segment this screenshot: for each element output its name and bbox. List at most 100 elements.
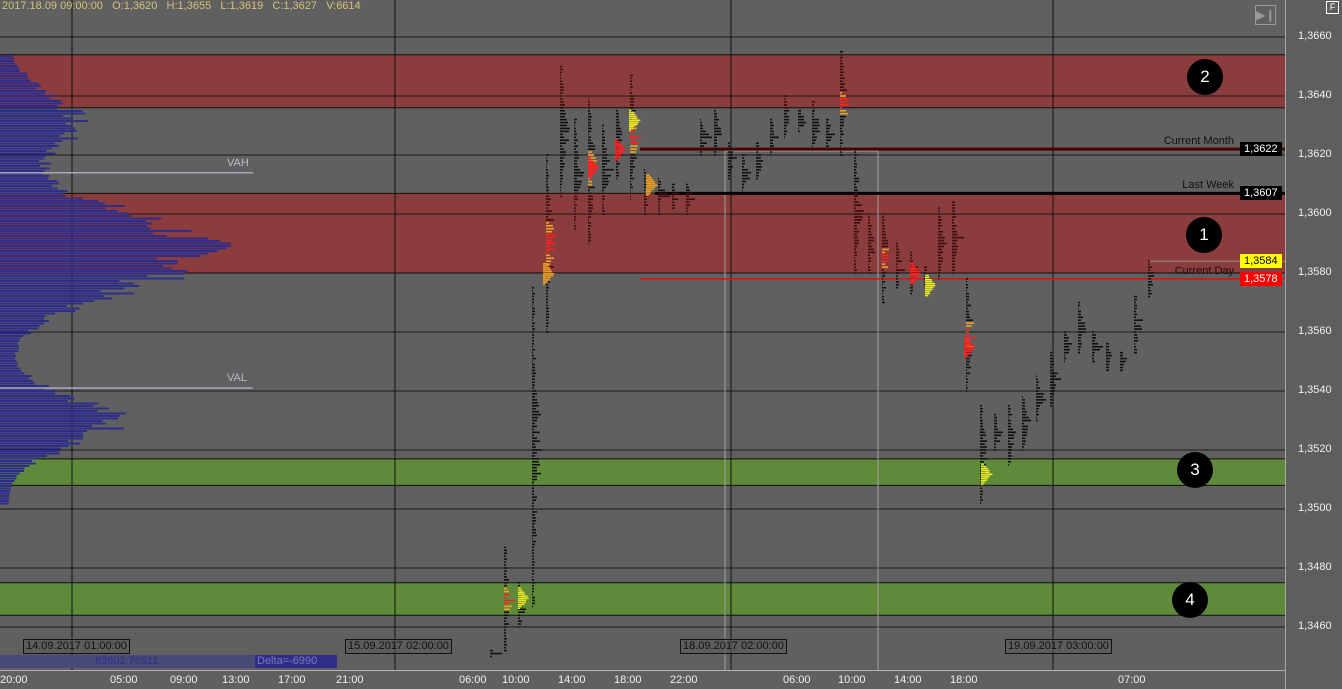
value-cluster — [925, 282, 935, 285]
tpo-column — [672, 183, 679, 209]
tpo-row — [966, 322, 974, 324]
tpo-row — [910, 257, 912, 260]
tpo-row — [560, 74, 561, 77]
volume-profile-bar — [0, 477, 17, 480]
tpo-row — [574, 124, 575, 127]
tpo-row — [616, 127, 621, 130]
tpo-row — [630, 139, 636, 142]
volume-profile-bar — [0, 427, 124, 430]
tpo-row — [1064, 354, 1065, 357]
tpo-row — [546, 210, 552, 212]
tpo-row — [532, 331, 534, 333]
tpo-row — [588, 124, 591, 127]
tpo-row — [840, 154, 843, 156]
tpo-row — [882, 239, 888, 242]
tpo-row — [630, 83, 632, 85]
tpo-row — [1134, 295, 1137, 298]
tpo-row — [868, 254, 870, 257]
f-button[interactable]: F — [1326, 1, 1339, 14]
tpo-column — [798, 109, 806, 133]
tpo-row — [938, 236, 945, 239]
tpo-row — [532, 461, 539, 463]
volume-profile-bar — [0, 370, 22, 372]
volume-profile-bar — [0, 72, 27, 75]
value-cluster — [588, 172, 596, 175]
volume-profile-bar — [0, 297, 113, 300]
tpo-row — [1078, 334, 1082, 336]
tpo-row — [742, 166, 744, 168]
tpo-row — [630, 92, 632, 94]
tpo-row — [588, 115, 592, 118]
tpo-row — [868, 263, 869, 265]
tpo-row — [546, 216, 548, 218]
volume-profile-bar — [0, 400, 68, 402]
tpo-row — [980, 472, 986, 475]
tpo-row — [784, 133, 786, 136]
volume-profile-bar — [0, 142, 55, 145]
tpo-row — [532, 564, 534, 566]
tpo-row — [602, 139, 605, 142]
tpo-row — [966, 295, 969, 298]
tpo-row — [518, 611, 525, 614]
tpo-row — [532, 402, 538, 404]
tpo-row — [602, 174, 611, 177]
tpo-row — [966, 357, 970, 360]
tpo-row — [560, 118, 567, 121]
tpo-row — [1008, 404, 1010, 407]
tpo-row — [840, 112, 848, 115]
tpo-row — [1078, 304, 1080, 307]
tpo-row — [896, 275, 898, 277]
tpo-row — [1148, 281, 1152, 283]
tpo-row — [868, 219, 870, 221]
tpo-column — [854, 148, 864, 274]
tpo-row — [798, 118, 804, 121]
tpo-row — [574, 166, 578, 168]
tpo-row — [882, 257, 889, 260]
tpo-row — [1078, 343, 1082, 345]
tpo-row — [770, 142, 773, 144]
volume-profile-bar — [0, 495, 10, 497]
value-cluster — [518, 597, 529, 600]
tpo-row — [630, 136, 641, 139]
value-cluster — [629, 121, 639, 124]
volume-profile-bar — [0, 332, 32, 335]
tpo-row — [588, 219, 589, 221]
price-chart[interactable] — [0, 0, 1285, 670]
tpo-row — [728, 142, 730, 144]
tpo-column — [868, 213, 875, 274]
tpo-row — [574, 198, 578, 201]
tpo-row — [588, 230, 590, 233]
tpo-row — [1064, 357, 1066, 360]
tpo-row — [812, 101, 815, 103]
tpo-row — [560, 104, 565, 106]
price-axis[interactable]: F 1,3660 1,3640 1,3620 1,3600 1,3580 1,3560 1,… — [1285, 0, 1342, 689]
time-axis-label: 07:00 — [1118, 674, 1146, 686]
tpo-row — [756, 171, 759, 174]
tpo-row — [546, 263, 550, 265]
value-cluster — [615, 139, 619, 141]
value-cluster — [646, 178, 653, 181]
tpo-row — [1036, 387, 1040, 389]
tpo-row — [770, 145, 774, 147]
tpo-row — [630, 163, 633, 165]
tpo-row — [1078, 331, 1086, 333]
volume-profile-bar — [0, 302, 84, 305]
tpo-row — [854, 157, 856, 159]
volume-profile-bar — [0, 147, 52, 150]
tpo-row — [532, 443, 535, 445]
volume-profile-bar — [0, 97, 50, 100]
tpo-row — [532, 345, 533, 348]
tpo-row — [966, 337, 976, 339]
tpo-row — [532, 537, 533, 540]
tpo-row — [532, 307, 535, 310]
tpo-row — [546, 289, 548, 292]
tpo-row — [1008, 434, 1014, 437]
scroll-to-end-button[interactable]: ▶❙ — [1255, 5, 1276, 25]
value-cluster — [629, 125, 635, 128]
tpo-row — [504, 640, 506, 643]
volume-profile-bar — [0, 430, 88, 432]
value-cluster — [518, 589, 523, 592]
tpo-row — [868, 248, 874, 251]
value-cluster — [629, 123, 638, 126]
tpo-row — [616, 112, 619, 115]
